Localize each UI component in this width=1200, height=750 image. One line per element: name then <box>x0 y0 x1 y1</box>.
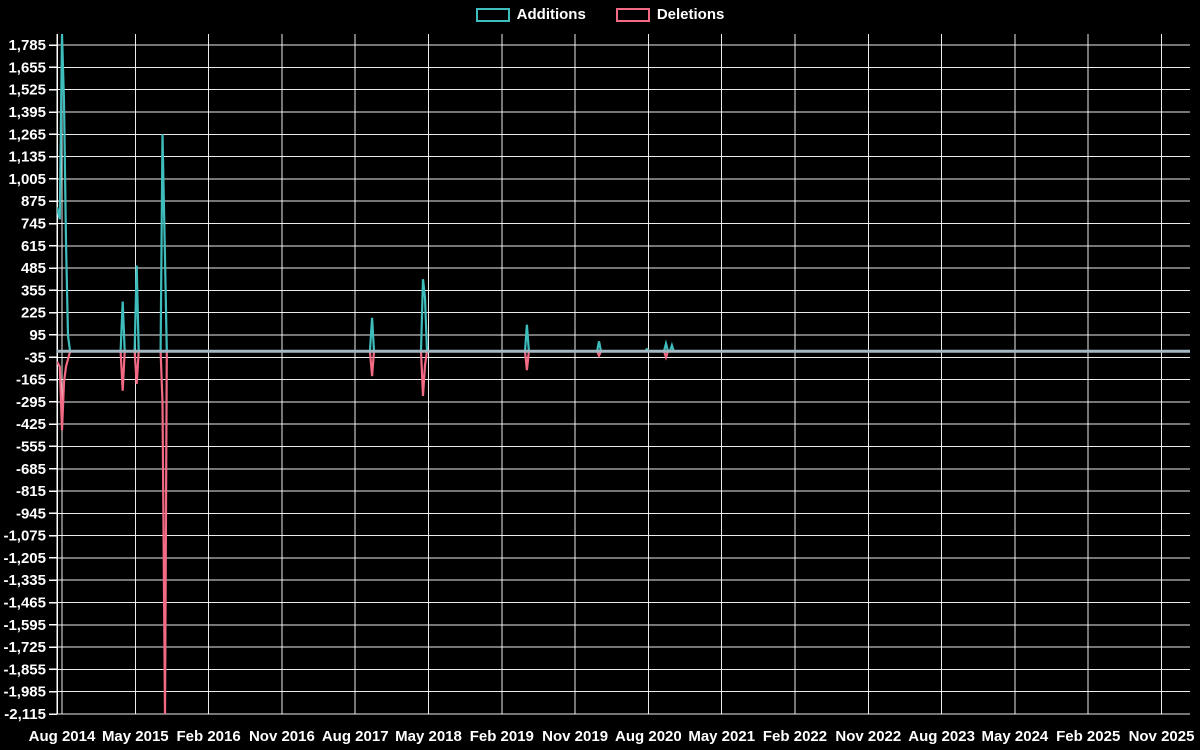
deletions-swatch-icon <box>615 7 650 22</box>
additions-swatch-icon <box>475 7 510 22</box>
svg-text:225: 225 <box>21 305 46 322</box>
svg-text:95: 95 <box>29 327 46 344</box>
svg-text:Nov 2022: Nov 2022 <box>835 728 901 745</box>
svg-text:-1,335: -1,335 <box>3 572 46 589</box>
svg-text:1,525: 1,525 <box>8 82 46 99</box>
svg-text:-1,595: -1,595 <box>3 617 46 634</box>
svg-text:Feb 2016: Feb 2016 <box>176 728 240 745</box>
svg-text:-555: -555 <box>16 438 46 455</box>
svg-text:1,655: 1,655 <box>8 59 46 76</box>
svg-text:May 2018: May 2018 <box>395 728 462 745</box>
svg-text:May 2024: May 2024 <box>982 728 1049 745</box>
svg-text:1,265: 1,265 <box>8 126 46 143</box>
svg-text:615: 615 <box>21 238 46 255</box>
svg-text:-35: -35 <box>24 349 46 366</box>
svg-text:-1,465: -1,465 <box>3 595 46 612</box>
svg-text:-1,075: -1,075 <box>3 528 46 545</box>
legend-item-deletions[interactable]: Deletions <box>615 6 725 23</box>
svg-text:-815: -815 <box>16 483 46 500</box>
svg-text:-295: -295 <box>16 394 46 411</box>
svg-text:Aug 2020: Aug 2020 <box>615 728 682 745</box>
svg-text:355: 355 <box>21 282 46 299</box>
svg-text:-1,855: -1,855 <box>3 661 46 678</box>
legend-item-additions[interactable]: Additions <box>475 6 586 23</box>
svg-text:Feb 2022: Feb 2022 <box>763 728 827 745</box>
svg-text:Aug 2014: Aug 2014 <box>29 728 96 745</box>
svg-text:-685: -685 <box>16 461 46 478</box>
svg-text:1,135: 1,135 <box>8 149 46 166</box>
svg-text:Feb 2019: Feb 2019 <box>470 728 534 745</box>
svg-text:1,785: 1,785 <box>8 37 46 54</box>
svg-text:-1,725: -1,725 <box>3 639 46 656</box>
svg-text:1,005: 1,005 <box>8 171 46 188</box>
svg-text:-1,205: -1,205 <box>3 550 46 567</box>
svg-text:-425: -425 <box>16 416 46 433</box>
svg-text:485: 485 <box>21 260 46 277</box>
svg-text:May 2015: May 2015 <box>102 728 169 745</box>
svg-text:-945: -945 <box>16 505 46 522</box>
svg-text:Aug 2017: Aug 2017 <box>322 728 389 745</box>
svg-text:-2,115: -2,115 <box>4 706 46 723</box>
svg-text:May 2021: May 2021 <box>688 728 755 745</box>
svg-text:Nov 2025: Nov 2025 <box>1129 728 1195 745</box>
svg-text:Aug 2023: Aug 2023 <box>908 728 975 745</box>
svg-text:Nov 2016: Nov 2016 <box>249 728 315 745</box>
svg-text:Feb 2025: Feb 2025 <box>1056 728 1120 745</box>
svg-text:1,395: 1,395 <box>8 104 46 121</box>
svg-text:745: 745 <box>21 216 46 233</box>
svg-text:Nov 2019: Nov 2019 <box>542 728 608 745</box>
svg-text:875: 875 <box>21 193 46 210</box>
svg-text:-165: -165 <box>16 372 46 389</box>
additions-legend-label: Additions <box>516 6 586 23</box>
deletions-legend-label: Deletions <box>656 6 725 23</box>
chart-legend: Additions Deletions <box>0 7 1200 22</box>
svg-text:-1,985: -1,985 <box>3 684 46 701</box>
